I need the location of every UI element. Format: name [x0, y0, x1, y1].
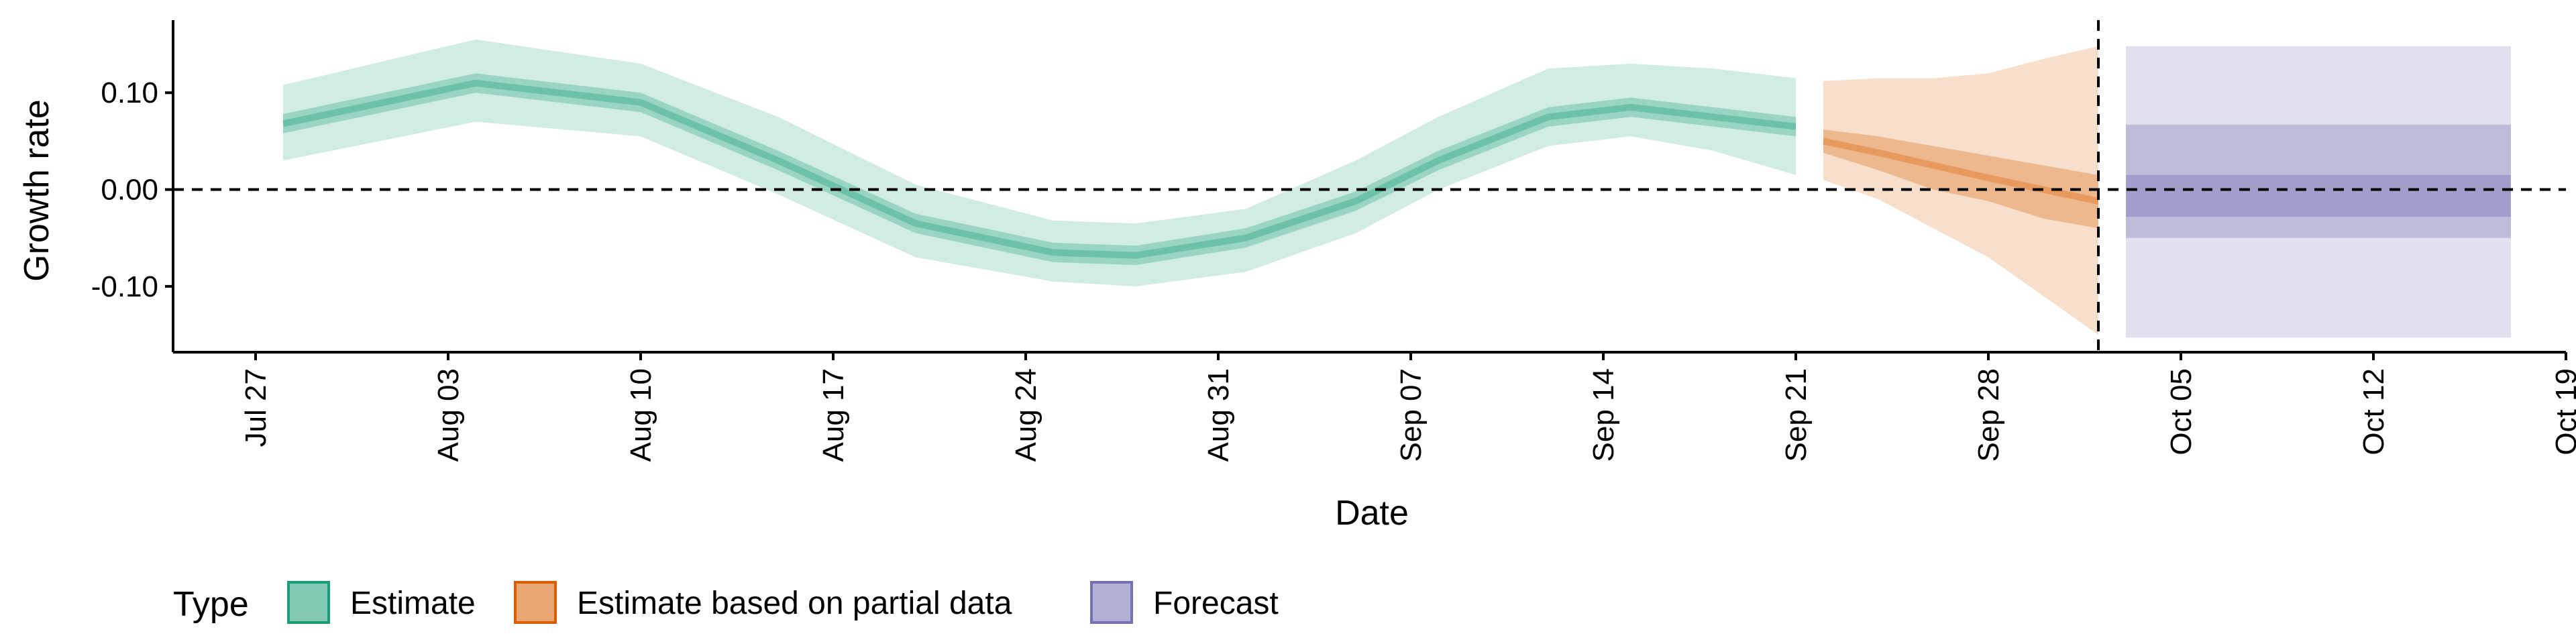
series-estimate [282, 39, 1796, 286]
forecast-mid-band [2126, 124, 2511, 238]
estimate-based-on-partial-data-median-line [1822, 138, 2100, 205]
y-tick-label: 0.10 [101, 76, 158, 109]
legend: Type Estimate Estimate based on partial da… [173, 581, 1279, 624]
forecast-inner-band [2126, 174, 2511, 217]
x-tick-label: Sep 21 [1780, 368, 1813, 462]
legend-label: Estimate based on partial data [577, 586, 1012, 621]
x-tick-label: Aug 24 [1010, 368, 1042, 462]
x-tick-label: Oct 12 [2357, 368, 2390, 455]
legend-label: Forecast [1153, 586, 1279, 621]
x-axis-title: Date [1335, 494, 1409, 533]
x-tick-label: Sep 14 [1587, 368, 1620, 462]
legend-swatch [1090, 581, 1133, 624]
axes [172, 20, 2566, 354]
legend-item-estimate-based-on-partial-data: Estimate based on partial data [514, 581, 1012, 624]
x-tick-label: Aug 03 [432, 368, 465, 462]
legend-swatch [287, 581, 330, 624]
tick-labels: 0.10 0.00 -0.10 Jul 27 Aug 03 Aug 10 Aug 17 Aug… [91, 76, 2576, 462]
legend-item-forecast: Forecast [1090, 581, 1279, 624]
estimate-inner-band [283, 73, 1796, 266]
estimate-median-line [282, 79, 1796, 259]
legend-item-estimate: Estimate [287, 581, 476, 624]
forecast-outer-band [2126, 46, 2511, 338]
x-tick-label: Sep 07 [1395, 368, 1428, 462]
x-tick-label: Jul 27 [239, 368, 272, 447]
x-tick-label: Aug 10 [625, 368, 657, 462]
x-tick-label: Aug 31 [1202, 368, 1235, 462]
legend-swatch [514, 581, 557, 624]
x-tick-label: Oct 05 [2165, 368, 2198, 455]
estimate-based-on-partial-data-inner-band [1823, 129, 2098, 229]
x-tick-label: Sep 28 [1972, 368, 2005, 462]
y-tick-label: 0.00 [101, 174, 158, 207]
series-forecast [2126, 46, 2511, 338]
uncertainty-bands [282, 39, 2511, 338]
y-axis-title: Growth rate [17, 99, 56, 282]
x-tick-label: Aug 17 [817, 368, 850, 462]
legend-label: Estimate [350, 586, 476, 621]
reference-lines [173, 20, 2566, 352]
x-tick-label: Oct 19 [2550, 368, 2576, 455]
legend-title: Type [173, 585, 249, 624]
estimate-outer-band [283, 39, 1796, 286]
y-tick-label: -0.10 [91, 270, 158, 303]
